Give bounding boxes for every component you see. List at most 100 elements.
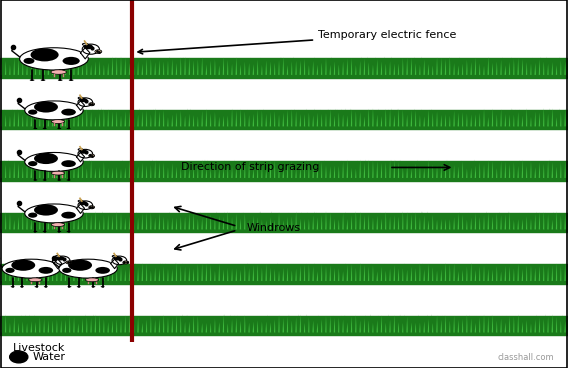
Polygon shape xyxy=(385,270,387,281)
Polygon shape xyxy=(187,269,189,281)
Polygon shape xyxy=(453,263,455,281)
Polygon shape xyxy=(423,215,425,229)
Polygon shape xyxy=(400,113,402,126)
Polygon shape xyxy=(324,160,325,178)
Polygon shape xyxy=(83,267,85,281)
Polygon shape xyxy=(389,216,391,229)
Polygon shape xyxy=(282,220,284,229)
Polygon shape xyxy=(129,267,130,281)
Polygon shape xyxy=(442,60,444,75)
Polygon shape xyxy=(487,117,489,126)
Polygon shape xyxy=(499,168,500,178)
Polygon shape xyxy=(545,58,546,75)
Polygon shape xyxy=(74,61,76,75)
Polygon shape xyxy=(364,264,365,281)
Polygon shape xyxy=(524,162,526,178)
Polygon shape xyxy=(519,109,520,126)
Polygon shape xyxy=(549,108,550,126)
Polygon shape xyxy=(113,114,115,126)
Polygon shape xyxy=(340,321,341,332)
Polygon shape xyxy=(90,112,92,126)
Polygon shape xyxy=(344,271,345,281)
Polygon shape xyxy=(95,61,96,75)
Polygon shape xyxy=(31,321,32,332)
Polygon shape xyxy=(161,263,163,281)
Polygon shape xyxy=(325,57,327,75)
Polygon shape xyxy=(419,115,421,126)
Polygon shape xyxy=(503,215,505,229)
Polygon shape xyxy=(82,318,83,332)
Polygon shape xyxy=(395,269,396,281)
Polygon shape xyxy=(253,64,254,75)
Polygon shape xyxy=(203,215,204,229)
Polygon shape xyxy=(187,163,189,178)
Polygon shape xyxy=(187,315,189,332)
Polygon shape xyxy=(335,65,337,75)
Polygon shape xyxy=(530,63,532,75)
Polygon shape xyxy=(441,319,442,332)
Polygon shape xyxy=(543,108,545,126)
Polygon shape xyxy=(476,111,478,126)
Polygon shape xyxy=(118,63,119,75)
Polygon shape xyxy=(124,269,126,281)
Polygon shape xyxy=(181,263,183,281)
Polygon shape xyxy=(517,166,519,178)
Polygon shape xyxy=(46,269,48,281)
Polygon shape xyxy=(550,168,552,178)
Polygon shape xyxy=(20,116,22,126)
Polygon shape xyxy=(417,116,419,126)
Polygon shape xyxy=(206,109,207,126)
Polygon shape xyxy=(6,271,8,281)
Polygon shape xyxy=(458,113,459,126)
Polygon shape xyxy=(310,271,311,281)
Polygon shape xyxy=(452,59,453,75)
Polygon shape xyxy=(433,264,435,281)
Polygon shape xyxy=(532,57,533,75)
Polygon shape xyxy=(516,165,517,178)
Polygon shape xyxy=(220,65,222,75)
Polygon shape xyxy=(432,323,433,332)
Polygon shape xyxy=(189,114,190,126)
Polygon shape xyxy=(87,263,89,281)
Polygon shape xyxy=(396,109,398,126)
Polygon shape xyxy=(455,321,456,332)
Polygon shape xyxy=(411,214,412,229)
Polygon shape xyxy=(278,212,280,229)
Polygon shape xyxy=(423,59,425,75)
Polygon shape xyxy=(219,65,220,75)
Polygon shape xyxy=(517,112,519,126)
Polygon shape xyxy=(3,316,5,332)
Polygon shape xyxy=(16,263,18,281)
Polygon shape xyxy=(566,319,567,332)
Polygon shape xyxy=(239,164,240,178)
Polygon shape xyxy=(211,272,213,281)
Polygon shape xyxy=(462,319,463,332)
Polygon shape xyxy=(354,66,355,75)
Polygon shape xyxy=(425,162,427,178)
Polygon shape xyxy=(254,60,256,75)
Polygon shape xyxy=(302,267,304,281)
Polygon shape xyxy=(244,265,245,281)
Polygon shape xyxy=(394,315,395,332)
Polygon shape xyxy=(260,322,261,332)
Polygon shape xyxy=(225,272,227,281)
Polygon shape xyxy=(253,216,254,229)
Polygon shape xyxy=(107,63,109,75)
Polygon shape xyxy=(6,116,8,126)
Polygon shape xyxy=(156,65,157,75)
Polygon shape xyxy=(478,220,479,229)
Polygon shape xyxy=(153,267,154,281)
Polygon shape xyxy=(26,271,28,281)
Polygon shape xyxy=(419,166,421,178)
Polygon shape xyxy=(49,109,51,126)
Polygon shape xyxy=(186,270,187,281)
Polygon shape xyxy=(96,218,98,229)
Polygon shape xyxy=(331,219,332,229)
Polygon shape xyxy=(402,323,404,332)
Polygon shape xyxy=(516,219,517,229)
Ellipse shape xyxy=(56,256,64,261)
Polygon shape xyxy=(428,220,429,229)
Polygon shape xyxy=(281,167,283,178)
Polygon shape xyxy=(35,217,36,229)
Polygon shape xyxy=(472,269,473,281)
